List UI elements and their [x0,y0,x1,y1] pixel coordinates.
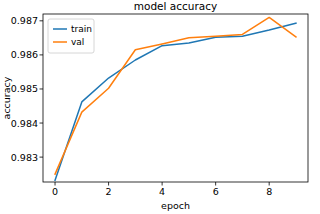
y-tick-label: 0.987 [11,15,38,26]
x-tick-label: 6 [213,186,219,197]
x-tick-label: 8 [266,186,272,197]
axes-frame [43,14,308,182]
y-tick [40,157,44,158]
x-tick [269,182,270,186]
y-tick [40,88,44,89]
x-tick [108,182,109,186]
title: model accuracy [134,0,217,12]
y-axis-label: accuracy [1,76,12,119]
y-tick-label: 0.985 [11,83,38,94]
x-tick-label: 4 [159,186,165,197]
y-tick [40,123,44,124]
y-tick-label: 0.983 [11,152,38,163]
legend-box [48,19,94,53]
legend-swatch [53,41,67,43]
y-tick-label: 0.986 [11,49,38,60]
y-tick-label: 0.984 [11,118,38,129]
y-tick [40,54,44,55]
x-tick-label: 0 [52,186,58,197]
y-tick [40,20,44,21]
x-tick [162,182,163,186]
plot-area [43,14,308,182]
chart: 0 2 4 6 8 0.983 0.984 0.985 0.986 0.987 model accu… [0,0,320,214]
legend-swatch [53,28,67,30]
legend-label: val [71,37,84,47]
legend: train val [48,19,94,53]
x-tick [215,182,216,186]
legend-label: train [71,24,92,34]
x-tick [55,182,56,186]
x-tick-label: 2 [106,186,112,197]
x-axis-label: epoch [161,200,190,211]
